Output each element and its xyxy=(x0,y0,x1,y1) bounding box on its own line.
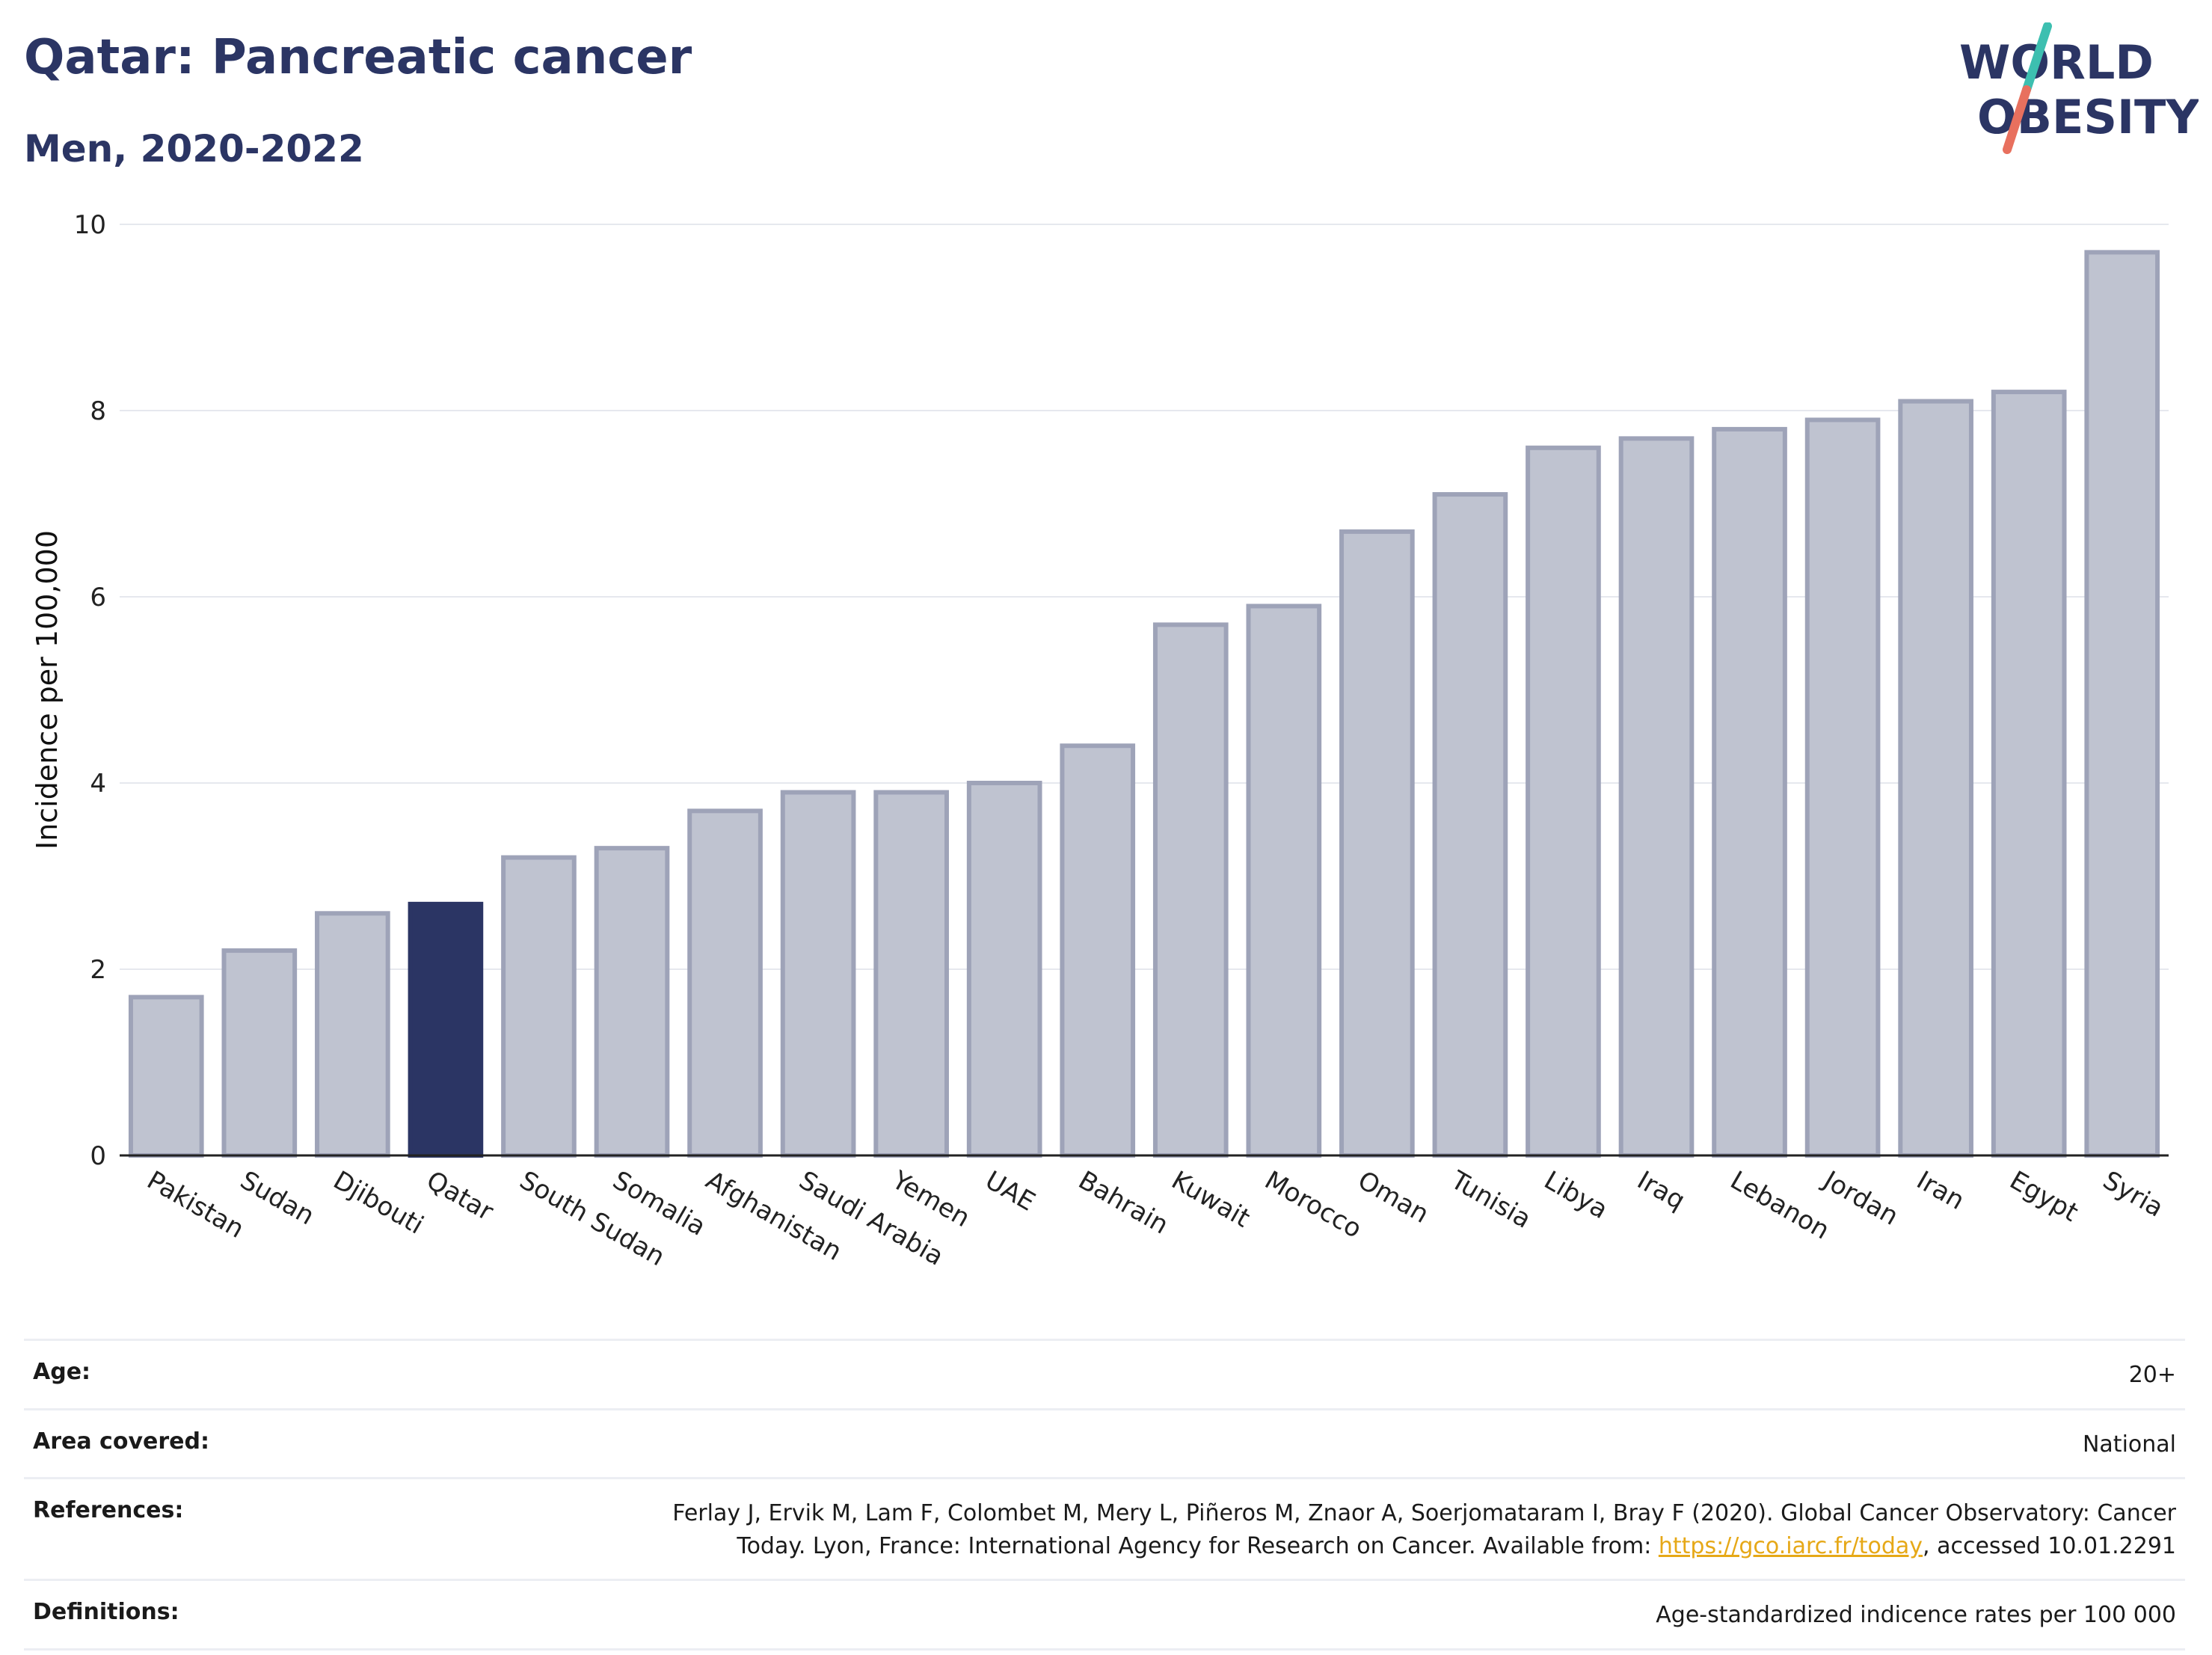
meta-row-area: Area covered: National xyxy=(24,1407,2185,1478)
definitions-value: Age-standardized indicence rates per 100… xyxy=(1656,1602,2176,1628)
x-tick-label: Lebanon xyxy=(1725,1165,1834,1245)
world-obesity-logo: WORLD OBESITY xyxy=(1959,22,2199,154)
x-tick-label: Qatar xyxy=(421,1165,498,1227)
age-label: Age: xyxy=(33,1359,91,1385)
age-value: 20+ xyxy=(2128,1362,2176,1388)
logo-slash-red xyxy=(2003,85,2031,154)
references-value: Ferlay J, Ervik M, Lam F, Colombet M, Me… xyxy=(672,1497,2176,1562)
x-tick-label: Iraq xyxy=(1632,1165,1691,1216)
meta-row-references: References: Ferlay J, Ervik M, Lam F, Co… xyxy=(24,1477,2185,1579)
y-axis-label: Incidence per 100,000 xyxy=(31,530,64,850)
references-line2-pre: Today. Lyon, France: International Agenc… xyxy=(737,1532,1659,1559)
bar-morocco xyxy=(1246,604,1322,1158)
bar-iran xyxy=(1898,399,1973,1158)
bar-djibouti xyxy=(315,911,390,1158)
x-tick-label: Pakistan xyxy=(142,1165,249,1244)
x-tick-label: Morocco xyxy=(1259,1165,1366,1244)
logo-slash-teal xyxy=(2022,22,2052,94)
x-tick-label: Djibouti xyxy=(328,1165,428,1241)
y-tick-label: 10 xyxy=(74,210,106,240)
bar-pakistan xyxy=(128,995,204,1158)
bar-tunisia xyxy=(1432,492,1508,1158)
x-tick-label: Sudan xyxy=(235,1165,319,1231)
references-label: References: xyxy=(33,1497,184,1523)
bar-saudi-arabia xyxy=(780,790,856,1158)
bar-qatar xyxy=(408,901,484,1158)
y-tick-label: 2 xyxy=(90,955,106,985)
bar-sudan xyxy=(221,948,298,1158)
bar-jordan xyxy=(1804,417,1881,1158)
x-tick-label: UAE xyxy=(980,1165,1040,1217)
references-line2-post: , accessed 10.01.2291 xyxy=(1923,1532,2176,1559)
x-tick-label: Kuwait xyxy=(1167,1165,1255,1233)
logo-text-world: WORLD xyxy=(1959,35,2154,90)
bar-south-sudan xyxy=(501,855,577,1158)
meta-row-age: Age: 20+ xyxy=(24,1339,2185,1408)
bar-libya xyxy=(1526,445,1601,1158)
y-tick-label: 6 xyxy=(90,583,106,612)
bar-afghanistan xyxy=(687,808,763,1158)
bar-iraq xyxy=(1618,436,1695,1158)
x-tick-label: Tunisia xyxy=(1446,1165,1536,1235)
bar-bahrain xyxy=(1060,743,1136,1158)
bar-somalia xyxy=(594,846,670,1158)
bar-yemen xyxy=(873,790,949,1158)
area-label: Area covered: xyxy=(33,1428,209,1455)
x-tick-label: Syria xyxy=(2098,1165,2168,1223)
bar-uae xyxy=(966,781,1042,1158)
x-tick-label: Iran xyxy=(1911,1165,1969,1216)
bar-kuwait xyxy=(1152,622,1229,1158)
y-tick-label: 0 xyxy=(90,1141,106,1171)
meta-row-definitions: Definitions: Age-standardized indicence … xyxy=(24,1579,2185,1651)
x-tick-label: Libya xyxy=(1539,1165,1613,1225)
bar-syria xyxy=(2084,250,2160,1158)
definitions-label: Definitions: xyxy=(33,1599,179,1625)
x-tick-label: Egypt xyxy=(2005,1165,2083,1228)
y-tick-label: 8 xyxy=(90,396,106,426)
chart-title: Qatar: Pancreatic cancer xyxy=(24,30,692,85)
area-value: National xyxy=(2082,1431,2176,1458)
metadata-table: Age: 20+ Area covered: National Referenc… xyxy=(24,1339,2185,1651)
bar-egypt xyxy=(1991,390,2067,1158)
chart-subtitle: Men, 2020-2022 xyxy=(24,127,364,171)
references-line1: Ferlay J, Ervik M, Lam F, Colombet M, Me… xyxy=(672,1500,2176,1526)
bar-lebanon xyxy=(1712,426,1787,1158)
bar-oman xyxy=(1339,529,1415,1158)
x-tick-label: Bahrain xyxy=(1073,1165,1173,1240)
references-link[interactable]: https://gco.iarc.fr/today xyxy=(1658,1532,1923,1559)
y-tick-label: 4 xyxy=(90,769,106,799)
